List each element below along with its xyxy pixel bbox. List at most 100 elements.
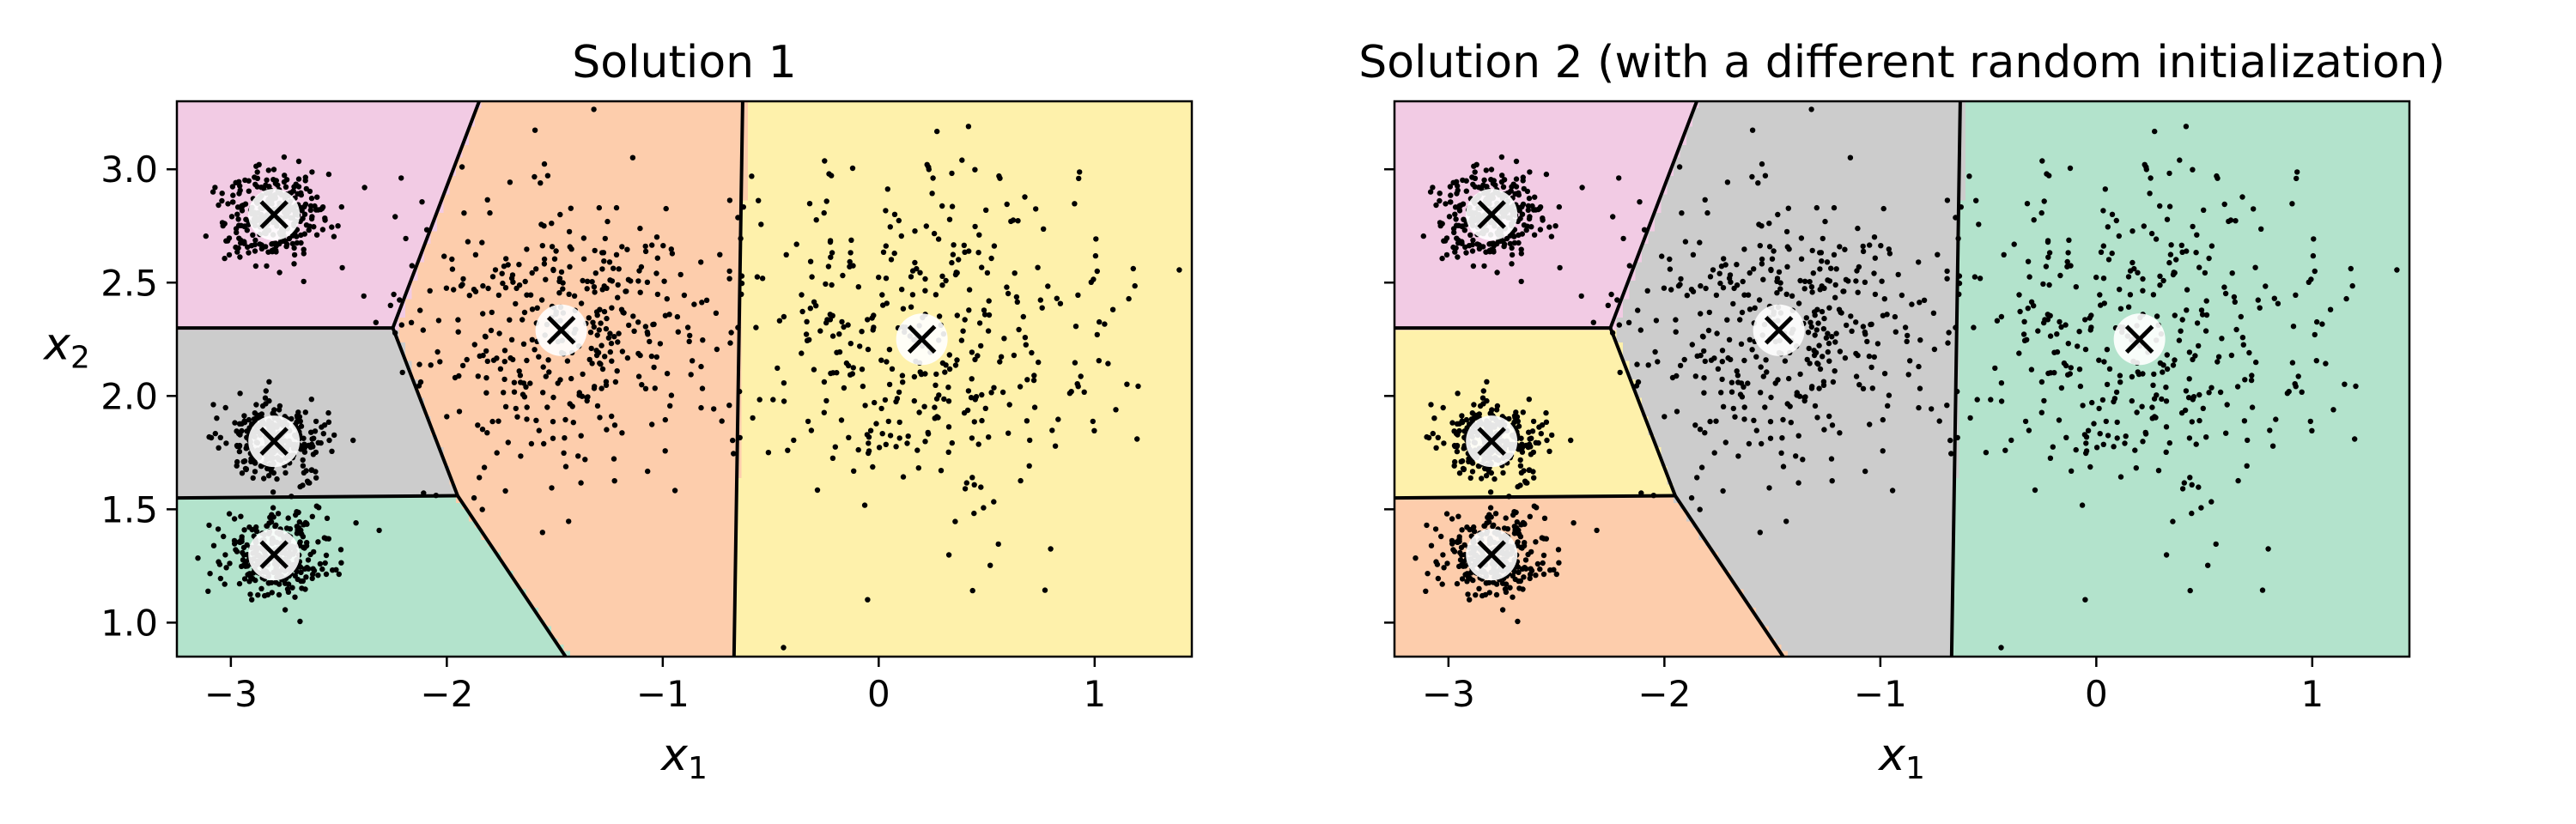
data-point [1135, 383, 1141, 390]
y-tick-label: 3.0 [100, 148, 158, 191]
data-point [1605, 302, 1612, 308]
region-cell [1394, 113, 1693, 121]
data-point [1520, 409, 1527, 415]
region-cell [570, 650, 736, 657]
data-point [1454, 539, 1460, 545]
data-point [827, 238, 834, 244]
data-point [1798, 256, 1805, 262]
region-cell [1674, 483, 1953, 491]
data-point [1518, 522, 1524, 528]
data-point [1690, 288, 1697, 294]
data-point [873, 421, 879, 427]
region-cell [1394, 237, 1649, 244]
data-point [1513, 184, 1520, 190]
data-point [584, 397, 590, 404]
region-cell [741, 268, 1192, 275]
data-point [2229, 270, 2235, 276]
data-point [336, 571, 342, 578]
data-point [2198, 307, 2205, 313]
region-cell [1680, 144, 1966, 152]
data-point [945, 398, 952, 404]
data-point [2096, 405, 2102, 412]
data-point [2202, 270, 2208, 276]
data-point [2073, 446, 2079, 453]
region-cell [557, 638, 736, 645]
region-cell [1394, 626, 1770, 633]
data-point [1527, 169, 1533, 175]
data-point [1782, 358, 1789, 364]
region-cell [1756, 607, 1953, 615]
data-point [872, 399, 878, 406]
data-point [510, 279, 516, 285]
data-point [1463, 416, 1470, 423]
region-cell [417, 268, 743, 275]
data-point [923, 223, 930, 229]
data-point [234, 428, 240, 434]
data-point [455, 329, 461, 335]
data-point [2076, 367, 2083, 373]
data-point [1500, 238, 1506, 245]
data-point [666, 312, 672, 318]
data-point [303, 222, 310, 228]
data-point [1825, 348, 1831, 355]
region-cell [1965, 156, 2409, 164]
data-point [671, 488, 678, 494]
data-point [2307, 418, 2313, 425]
region-cell [417, 385, 743, 392]
data-point [612, 379, 619, 385]
region-cell [1959, 379, 2409, 386]
data-point [619, 244, 625, 250]
data-point [315, 539, 321, 545]
data-point [1753, 354, 1759, 360]
data-point [686, 338, 692, 344]
data-point [2116, 233, 2122, 239]
data-point [1774, 276, 1781, 282]
region-cell [1654, 212, 1960, 220]
data-point [456, 409, 463, 415]
data-point [2259, 587, 2266, 593]
data-point [1953, 215, 1959, 221]
centroid-marker [1466, 529, 1518, 581]
region-cell [1965, 101, 2409, 108]
data-point [1449, 420, 1455, 426]
data-point [212, 185, 218, 191]
data-point [1515, 618, 1521, 625]
data-point [449, 266, 456, 272]
data-point [1012, 270, 1018, 276]
data-point [562, 416, 568, 423]
data-point [740, 204, 746, 210]
data-point [266, 379, 272, 385]
data-point [233, 226, 240, 232]
region-cell [1629, 373, 1960, 380]
data-point [521, 394, 528, 400]
data-point [1800, 457, 1806, 463]
data-point [237, 391, 243, 397]
centroid-marker [248, 529, 301, 581]
data-point [2184, 307, 2190, 313]
data-point [2025, 258, 2032, 264]
data-point [261, 476, 267, 482]
data-point [1511, 239, 1518, 246]
data-point [540, 390, 546, 396]
data-point [2310, 252, 2317, 259]
region-cell [1667, 187, 1966, 195]
y-tick-label: 1.5 [100, 488, 158, 530]
data-point [1702, 430, 1708, 436]
data-point [263, 388, 269, 394]
data-point [809, 274, 815, 280]
data-point [1526, 441, 1533, 447]
data-point [2290, 324, 2297, 330]
y-tick-label: 1.0 [100, 602, 158, 644]
region-cell [735, 582, 1192, 590]
data-point [889, 366, 896, 372]
data-point [859, 329, 865, 335]
region-cell [1743, 588, 1953, 596]
region-cell [1394, 119, 1693, 127]
region-cell [1394, 101, 1700, 108]
region-cell [1959, 397, 2409, 404]
data-point [541, 440, 547, 447]
data-point [301, 522, 307, 528]
data-point [883, 208, 889, 214]
data-point [730, 437, 736, 444]
region-cell [513, 576, 736, 584]
